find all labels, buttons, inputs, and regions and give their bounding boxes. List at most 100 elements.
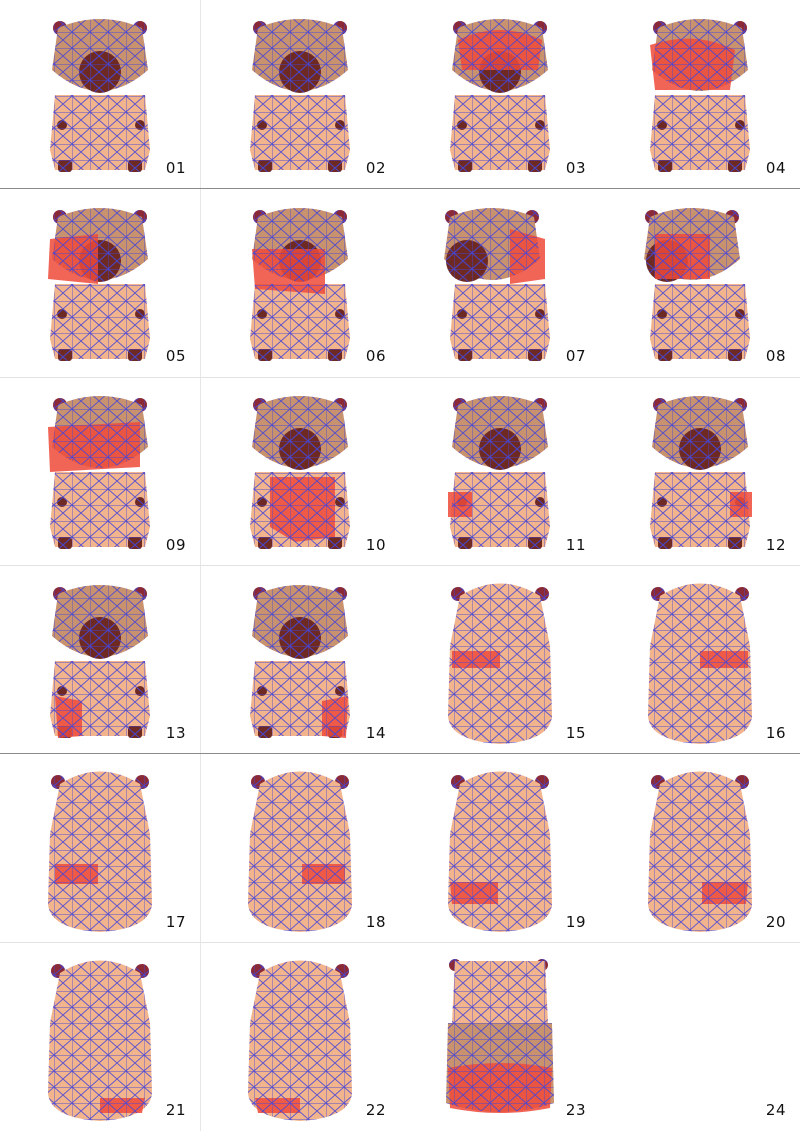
- step-cell: 22: [200, 943, 400, 1131]
- step-number: 19: [565, 912, 586, 931]
- step-illustration: [648, 583, 752, 744]
- step-cell: 19: [400, 754, 600, 943]
- step-cell: 21: [0, 943, 200, 1131]
- mesh-overlay: [450, 19, 550, 172]
- step-illustration: [50, 19, 150, 172]
- step-cell: 01: [0, 0, 200, 189]
- step-cell: 06: [200, 189, 400, 378]
- step-illustration: [250, 396, 350, 549]
- step-illustration: [448, 583, 552, 744]
- step-cell: 10: [200, 377, 400, 566]
- step-number: 15: [565, 724, 586, 742]
- step-illustration: [50, 584, 150, 738]
- mesh-overlay: [648, 771, 752, 932]
- step-cell: 02: [200, 0, 400, 189]
- step-cell: 24: [600, 943, 800, 1131]
- row-divider: [0, 377, 800, 378]
- step-number: 08: [765, 347, 786, 365]
- step-illustration: [648, 771, 752, 932]
- mesh-overlay: [250, 584, 350, 738]
- mesh-overlay: [648, 583, 752, 744]
- step-number: 17: [165, 912, 186, 931]
- step-cell: 05: [0, 189, 200, 378]
- step-number: 05: [165, 347, 186, 365]
- step-cell: 13: [0, 566, 200, 755]
- step-illustration: [650, 396, 752, 549]
- mesh-overlay: [650, 396, 750, 549]
- step-number: 24: [765, 1101, 786, 1119]
- mesh-overlay: [250, 19, 350, 172]
- step-illustration: [48, 396, 150, 549]
- mesh-overlay: [250, 207, 350, 361]
- step-illustration: [650, 19, 750, 172]
- step-cell: 03: [400, 0, 600, 189]
- mesh-overlay: [644, 207, 750, 361]
- row-divider: [0, 188, 800, 189]
- step-cell: 17: [0, 754, 200, 943]
- step-number: 16: [765, 724, 786, 742]
- step-cell: 18: [200, 754, 400, 943]
- step-illustration: [448, 396, 550, 549]
- step-cell: 20: [600, 754, 800, 943]
- row-divider: [0, 942, 800, 943]
- step-cell: 23: [400, 943, 600, 1131]
- step-illustration: [250, 207, 350, 361]
- step-cell: 07: [400, 189, 600, 378]
- step-illustration: [248, 960, 352, 1121]
- step-number: 22: [365, 1101, 386, 1119]
- step-number: 04: [765, 158, 786, 177]
- step-number: 02: [365, 158, 386, 177]
- mesh-overlay: [48, 771, 152, 932]
- mesh-overlay: [448, 583, 552, 744]
- step-illustration: [450, 19, 550, 172]
- step-number: 23: [565, 1101, 586, 1119]
- mesh-overlay: [250, 396, 350, 549]
- step-number: 21: [165, 1101, 186, 1119]
- step-illustration: [48, 960, 152, 1121]
- mesh-overlay: [50, 19, 150, 172]
- step-number: 07: [565, 347, 586, 365]
- mesh-overlay: [450, 396, 550, 549]
- step-number: 20: [765, 912, 786, 931]
- step-illustration: [248, 771, 352, 932]
- step-illustration: [48, 771, 152, 932]
- step-cell: 04: [600, 0, 800, 189]
- step-number: 13: [165, 724, 186, 742]
- row-divider: [0, 753, 800, 754]
- row-divider: [0, 565, 800, 566]
- mesh-overlay: [448, 771, 552, 932]
- step-cell: 11: [400, 377, 600, 566]
- step-cell: 15: [400, 566, 600, 755]
- step-cell: 12: [600, 377, 800, 566]
- mesh-overlay: [50, 396, 150, 549]
- mesh-overlay: [50, 584, 150, 738]
- mesh-overlay: [248, 771, 352, 932]
- step-cell: 09: [0, 377, 200, 566]
- step-illustration: [444, 207, 550, 361]
- mesh-overlay: [50, 207, 150, 361]
- step-illustration: [446, 958, 554, 1113]
- mesh-overlay: [248, 960, 352, 1121]
- step-number: 14: [365, 724, 386, 742]
- step-cell: 14: [200, 566, 400, 755]
- step-number: 11: [565, 535, 586, 554]
- mesh-overlay: [446, 958, 554, 1112]
- step-illustration: [644, 207, 750, 361]
- step-illustration: [48, 207, 150, 361]
- mesh-overlay: [48, 960, 152, 1121]
- step-cell: 16: [600, 566, 800, 755]
- step-number: 01: [165, 158, 186, 177]
- step-number: 12: [765, 535, 786, 554]
- step-number: 09: [165, 535, 186, 554]
- step-cell: 08: [600, 189, 800, 378]
- step-illustration: [250, 584, 350, 738]
- step-number: 10: [365, 535, 386, 554]
- mesh-overlay: [650, 19, 750, 172]
- step-number: 06: [365, 347, 386, 365]
- step-number: 18: [365, 912, 386, 931]
- step-number: 03: [565, 158, 586, 177]
- mesh-overlay: [444, 207, 550, 361]
- step-illustration: [250, 19, 350, 172]
- step-illustration: [448, 771, 552, 932]
